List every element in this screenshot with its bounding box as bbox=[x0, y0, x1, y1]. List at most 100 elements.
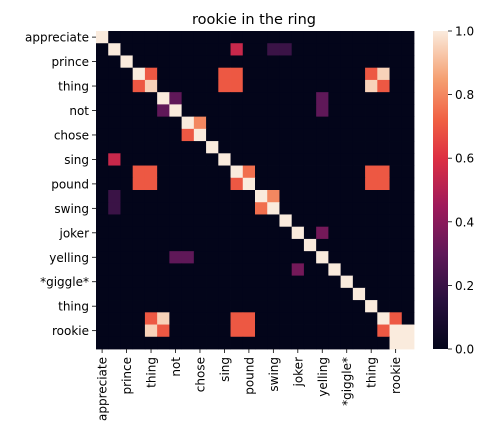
heatmap-cell bbox=[291, 226, 305, 240]
heatmap-cell bbox=[218, 43, 231, 56]
heatmap-cell bbox=[267, 165, 280, 179]
heatmap-cell bbox=[181, 202, 195, 215]
x-tick-label: prince bbox=[120, 357, 134, 394]
heatmap-cell bbox=[157, 202, 170, 215]
heatmap-cell bbox=[328, 43, 342, 56]
heatmap-cell bbox=[218, 226, 231, 240]
heatmap-cell bbox=[181, 251, 195, 264]
heatmap-cell bbox=[352, 165, 366, 179]
heatmap-cell bbox=[169, 141, 183, 154]
heatmap-cell bbox=[96, 275, 109, 289]
heatmap-cell bbox=[291, 300, 305, 313]
heatmap-cell bbox=[316, 141, 329, 154]
heatmap-cell bbox=[316, 324, 329, 338]
heatmap-cell bbox=[377, 275, 390, 289]
heatmap-cell bbox=[377, 251, 390, 264]
heatmap-cell bbox=[181, 324, 195, 338]
x-tick-label: not bbox=[169, 357, 183, 377]
heatmap-cell bbox=[218, 55, 231, 69]
heatmap-cell bbox=[242, 31, 256, 44]
heatmap-cell bbox=[401, 190, 415, 203]
heatmap-cell bbox=[352, 31, 366, 44]
heatmap-cell bbox=[389, 128, 403, 142]
heatmap-cell bbox=[340, 92, 354, 105]
heatmap-cell bbox=[96, 190, 109, 203]
heatmap-cell bbox=[206, 263, 219, 277]
heatmap-cell bbox=[230, 287, 244, 301]
heatmap-cell bbox=[108, 141, 121, 154]
heatmap-cell bbox=[303, 324, 317, 338]
heatmap-cell bbox=[340, 226, 354, 240]
heatmap-cell bbox=[267, 141, 280, 154]
heatmap-cell bbox=[267, 116, 280, 130]
heatmap-cell bbox=[193, 31, 207, 44]
heatmap-cell bbox=[193, 202, 207, 215]
x-tick-label: pound bbox=[242, 357, 256, 395]
heatmap-cell bbox=[242, 324, 256, 338]
heatmap-cell bbox=[377, 67, 390, 81]
heatmap-cell bbox=[352, 177, 366, 191]
heatmap-cell bbox=[328, 214, 342, 228]
heatmap-cell bbox=[279, 287, 293, 301]
heatmap-cell bbox=[316, 153, 329, 166]
heatmap-cell bbox=[291, 202, 305, 215]
heatmap-cell bbox=[157, 165, 170, 179]
heatmap-cell bbox=[206, 226, 219, 240]
heatmap-cell bbox=[365, 116, 378, 130]
heatmap-cell bbox=[144, 336, 158, 350]
heatmap-cell bbox=[365, 141, 378, 154]
heatmap-cell bbox=[316, 190, 329, 203]
heatmap-cell bbox=[181, 141, 195, 154]
heatmap-cell bbox=[340, 153, 354, 166]
heatmap-cell bbox=[242, 43, 256, 56]
heatmap-cell bbox=[377, 238, 390, 252]
heatmap-cell bbox=[401, 116, 415, 130]
heatmap-cell bbox=[267, 287, 280, 301]
x-tick-label: thing bbox=[365, 357, 379, 388]
heatmap-cell bbox=[291, 67, 305, 81]
heatmap-cell bbox=[157, 190, 170, 203]
heatmap-cell bbox=[144, 43, 158, 56]
heatmap-cell bbox=[157, 336, 170, 350]
heatmap-cell bbox=[193, 336, 207, 350]
heatmap-cell bbox=[291, 275, 305, 289]
heatmap-cell bbox=[181, 153, 195, 166]
heatmap-cell bbox=[328, 153, 342, 166]
heatmap-cell bbox=[132, 31, 146, 44]
heatmap-cell bbox=[169, 165, 183, 179]
heatmap-cell bbox=[169, 79, 183, 93]
heatmap-cell bbox=[181, 263, 195, 277]
heatmap-cell bbox=[316, 287, 329, 301]
heatmap-cell bbox=[267, 324, 280, 338]
heatmap-cell bbox=[377, 55, 390, 69]
x-tick-label: yelling bbox=[316, 357, 330, 397]
heatmap-cell bbox=[352, 190, 366, 203]
y-tick-label: swing bbox=[54, 202, 89, 216]
heatmap-cell bbox=[157, 177, 170, 191]
heatmap-cell bbox=[279, 275, 293, 289]
heatmap-cell bbox=[193, 141, 207, 154]
heatmap-cell bbox=[279, 336, 293, 350]
heatmap-cell bbox=[303, 128, 317, 142]
heatmap-cell bbox=[340, 238, 354, 252]
heatmap-cell bbox=[303, 312, 317, 325]
x-tick-label: appreciate bbox=[96, 357, 110, 421]
heatmap-cell bbox=[181, 79, 195, 93]
x-tick-label: rookie bbox=[389, 357, 403, 394]
heatmap-cell bbox=[181, 336, 195, 350]
heatmap-cell bbox=[169, 287, 183, 301]
heatmap-cell bbox=[169, 214, 183, 228]
heatmap-cell bbox=[303, 275, 317, 289]
heatmap-cell bbox=[120, 300, 134, 313]
heatmap-cell bbox=[230, 31, 244, 44]
heatmap-cell bbox=[340, 214, 354, 228]
heatmap-cell bbox=[108, 104, 121, 118]
heatmap-cell bbox=[206, 238, 219, 252]
heatmap-cell bbox=[365, 153, 378, 166]
heatmap-cell bbox=[316, 31, 329, 44]
heatmap-cell bbox=[389, 324, 403, 338]
heatmap-cell bbox=[401, 214, 415, 228]
heatmap-cell bbox=[242, 141, 256, 154]
heatmap-cell bbox=[120, 55, 134, 69]
heatmap-cell bbox=[267, 275, 280, 289]
